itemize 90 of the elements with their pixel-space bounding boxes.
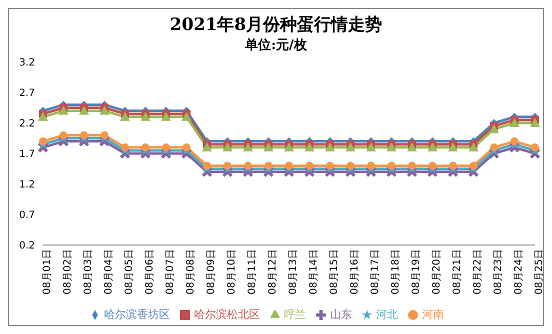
- x-tick-label: 08月14日: [308, 249, 320, 294]
- point: [203, 162, 211, 170]
- legend-label: 河南: [422, 308, 444, 321]
- point: [140, 112, 150, 121]
- y-tick-label: 2.7: [19, 88, 35, 100]
- x-tick-label: 08月16日: [350, 249, 361, 294]
- point: [264, 162, 272, 170]
- point: [285, 162, 293, 170]
- y-tick-label: 2.2: [19, 118, 35, 130]
- y-tick-label: 0.7: [19, 210, 35, 222]
- x-tick-label: 08月23日: [493, 249, 504, 294]
- point: [428, 162, 436, 170]
- point: [202, 142, 212, 152]
- point: [39, 137, 47, 146]
- point: [222, 142, 232, 152]
- point: [510, 118, 520, 127]
- x-tick-label: 08月22日: [472, 249, 484, 294]
- x-tick-label: 08月25日: [534, 249, 546, 294]
- x-tick-label: 08月21日: [452, 249, 464, 294]
- point: [38, 112, 48, 121]
- y-tick-label: 1.7: [19, 149, 35, 160]
- point: [367, 162, 375, 170]
- y-tick-label: 1.2: [19, 180, 35, 191]
- point: [120, 112, 130, 121]
- point: [79, 106, 89, 115]
- x-tick-label: 08月13日: [288, 249, 300, 294]
- legend-label: 呼兰: [284, 308, 306, 321]
- point: [142, 143, 150, 152]
- point: [60, 131, 68, 140]
- point: [58, 106, 68, 115]
- point: [224, 162, 232, 170]
- point: [489, 124, 499, 134]
- x-tick-label: 08月01日: [42, 249, 54, 294]
- point: [386, 142, 396, 152]
- point: [121, 143, 129, 152]
- y-tick-label: 0.2: [19, 240, 35, 252]
- x-tick-label: 08月06日: [144, 249, 156, 294]
- x-tick-label: 08月11日: [247, 249, 258, 294]
- point: [161, 112, 171, 121]
- chart-subtitle: 单位:元/枚: [244, 37, 308, 54]
- point: [80, 131, 88, 140]
- y-tick-label: 3.2: [19, 58, 35, 69]
- x-tick-label: 08月09日: [206, 249, 218, 294]
- point: [470, 162, 478, 170]
- point: [449, 162, 457, 170]
- point: [530, 118, 540, 127]
- x-tick-label: 08月15日: [329, 249, 340, 294]
- x-tick-label: 08月02日: [62, 249, 74, 294]
- point: [244, 162, 252, 170]
- x-tick-label: 08月05日: [124, 249, 136, 294]
- chart-title: 2021年8月份种蛋行情走势: [168, 14, 384, 36]
- point: [100, 106, 110, 115]
- point: [510, 137, 518, 146]
- x-tick-label: 08月24日: [514, 249, 525, 294]
- point: [284, 142, 294, 152]
- point: [366, 142, 376, 152]
- x-tick-label: 08月18日: [390, 249, 402, 294]
- x-tick-label: 08月12日: [268, 249, 279, 294]
- legend-label: 哈尔滨香坊区: [104, 308, 170, 321]
- point: [407, 142, 417, 152]
- x-tick-label: 08月08日: [186, 249, 197, 294]
- point: [162, 143, 170, 152]
- x-tick-label: 08月19日: [411, 249, 422, 294]
- point: [182, 112, 192, 121]
- point: [346, 142, 356, 152]
- point: [304, 142, 314, 152]
- point: [428, 142, 438, 152]
- x-tick-label: 08月04日: [104, 249, 115, 294]
- point: [100, 131, 108, 140]
- x-tick-label: 08月17日: [370, 249, 382, 294]
- x-tick-label: 08月20日: [432, 249, 443, 294]
- point: [468, 142, 478, 152]
- point: [490, 143, 498, 152]
- point: [182, 143, 190, 152]
- point: [448, 142, 458, 152]
- point: [346, 162, 354, 170]
- x-tick-label: 08月07日: [165, 249, 176, 294]
- legend-label: 河北: [376, 308, 398, 321]
- legend-label: 哈尔滨松北区: [194, 308, 260, 321]
- point: [306, 162, 314, 170]
- legend-label: 山东: [330, 308, 352, 321]
- point: [388, 162, 396, 170]
- point: [531, 143, 539, 152]
- point: [264, 142, 274, 152]
- point: [408, 162, 416, 170]
- point: [325, 142, 335, 152]
- point: [326, 162, 334, 170]
- point: [243, 142, 253, 152]
- x-tick-label: 08月03日: [83, 249, 94, 294]
- x-tick-label: 08月10日: [226, 249, 238, 294]
